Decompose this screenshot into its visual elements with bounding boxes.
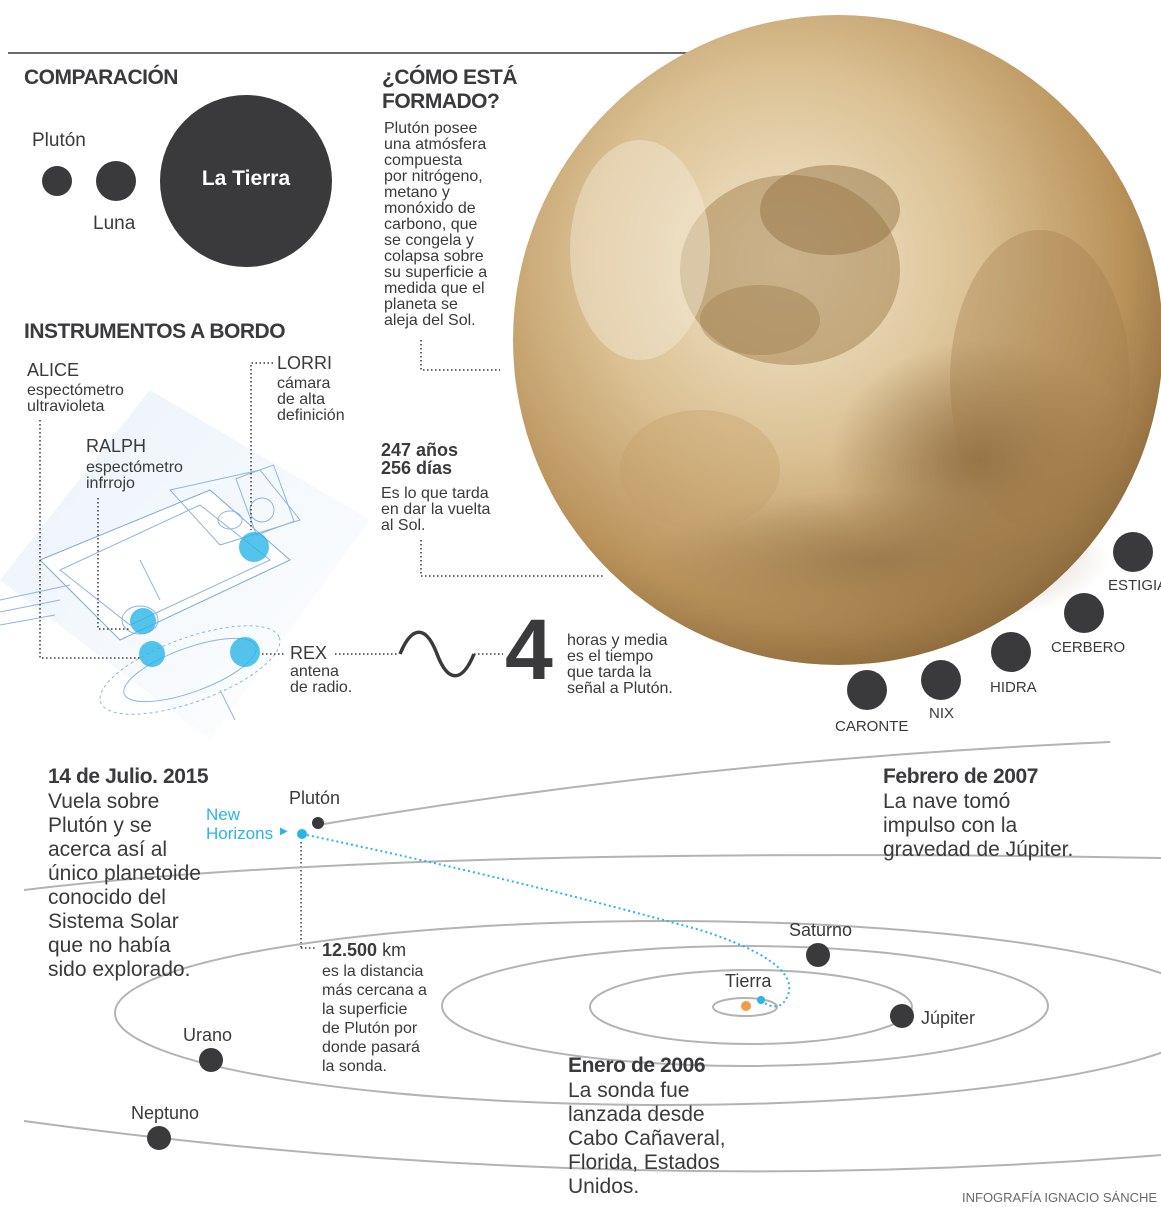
new-horizons-label: New Horizons [206,805,274,843]
charon-circle [847,670,887,710]
new-horizons-probe-illustration [0,390,370,740]
alice-name: ALICE [27,360,80,380]
uranus-dot [199,1048,223,1072]
styx-circle [1113,532,1153,572]
earth-orbit [712,997,778,1017]
styx-label: ESTIGIA [1108,577,1161,594]
jan-2006-text: La sonda fue lanzada desde Cabo Cañavera… [568,1079,726,1198]
feb-2007-text: La nave tomó impulso con la gravedad de … [883,790,1074,861]
hydra-label: HIDRA [990,679,1037,696]
jupiter-label: Júpiter [921,1008,976,1028]
pluto-orbit-label: Plutón [289,788,341,808]
new-horizons-arrow-icon: ▶ [280,826,288,837]
formation-text: Plutón posee una atmósfera compuesta por… [384,120,488,329]
instruments-title: INSTRUMENTOS A BORDO [24,320,286,343]
uranus-orbit [114,920,1161,1106]
lorri-marker [239,532,269,562]
neptune-dot [147,1126,171,1150]
alice-marker [139,641,165,667]
outer-orbit-a [23,854,1161,891]
neptune-orbit [23,1120,1161,1173]
pluto-orbit [317,741,1111,826]
trajectory-path [301,833,791,1008]
closest-text: es la distancia más cercana a la superfi… [322,963,427,1075]
earth-dot [757,996,765,1004]
pluto-dot [312,817,324,829]
closest-distance-unit: km [377,940,407,960]
charon-label: CARONTE [835,718,909,735]
lorri-name: LORRI [277,353,333,373]
sun-dot [741,1001,751,1011]
ralph-desc: espectómetro infrrojo [86,459,183,492]
earth-comparison-label: La Tierra [201,167,291,190]
rex-name: REX [290,643,328,663]
kerberos-circle [1064,593,1104,633]
closest-distance: 12.500 km [322,940,406,961]
formation-leader [420,340,500,371]
orbit-period-value: 247 años 256 días [381,440,459,478]
signal-wave [398,630,476,678]
alice-leader [39,420,140,659]
orbit-period-text: Es lo que tarda en dar la vuelta al Sol. [381,485,491,534]
rex-marker [230,637,260,667]
jupiter-orbit [589,969,913,1045]
period-leader [420,540,605,577]
pluto-size-circle [42,166,72,196]
alice-desc: espectómetro ultravioleta [27,382,124,415]
nix-label: NIX [929,705,955,722]
neptune-label: Neptuno [131,1103,200,1123]
feb-2007-title: Febrero de 2007 [883,765,1039,788]
saturn-dot [806,943,830,967]
nix-circle [921,660,961,700]
lorri-leader [250,362,273,530]
pluto-comparison-label: Plutón [32,130,86,151]
credit-text: INFOGRAFÍA IGNACIO SÁNCHE [962,1190,1158,1205]
comparison-title: COMPARACIÓN [24,66,178,89]
jupiter-dot [890,1004,914,1028]
july-2015-text: Vuela sobre Plutón y se acerca así al ún… [48,790,201,981]
lorri-desc: cámara de alta definición [277,375,345,424]
earth-size-circle [160,95,332,267]
hydra-circle [991,632,1031,672]
signal-number: 4 [505,602,553,698]
orbits [23,741,1161,1173]
ralph-leader [97,498,130,630]
jan-2006-title: Enero de 2006 [568,1054,706,1077]
signal-text: horas y media es el tiempo que tarda la … [567,632,673,697]
closest-distance-value: 12.500 [322,940,378,960]
rex-desc: antena de radio. [290,663,353,696]
kerberos-label: CERBERO [1051,639,1126,656]
ralph-name: RALPH [86,436,147,456]
moon-comparison-label: Luna [93,213,136,234]
saturn-label: Saturno [789,920,853,940]
pluto-globe [513,15,1161,665]
earth-orbit-label: Tierra [725,971,772,991]
ralph-marker [130,608,156,634]
uranus-label: Urano [183,1025,233,1045]
saturn-orbit [441,945,1049,1067]
july-2015-title: 14 de Julio. 2015 [48,765,209,788]
moon-size-circle [96,161,136,201]
probe-dot [297,829,307,839]
formation-title: ¿CÓMO ESTÁ FORMADO? [382,66,518,113]
